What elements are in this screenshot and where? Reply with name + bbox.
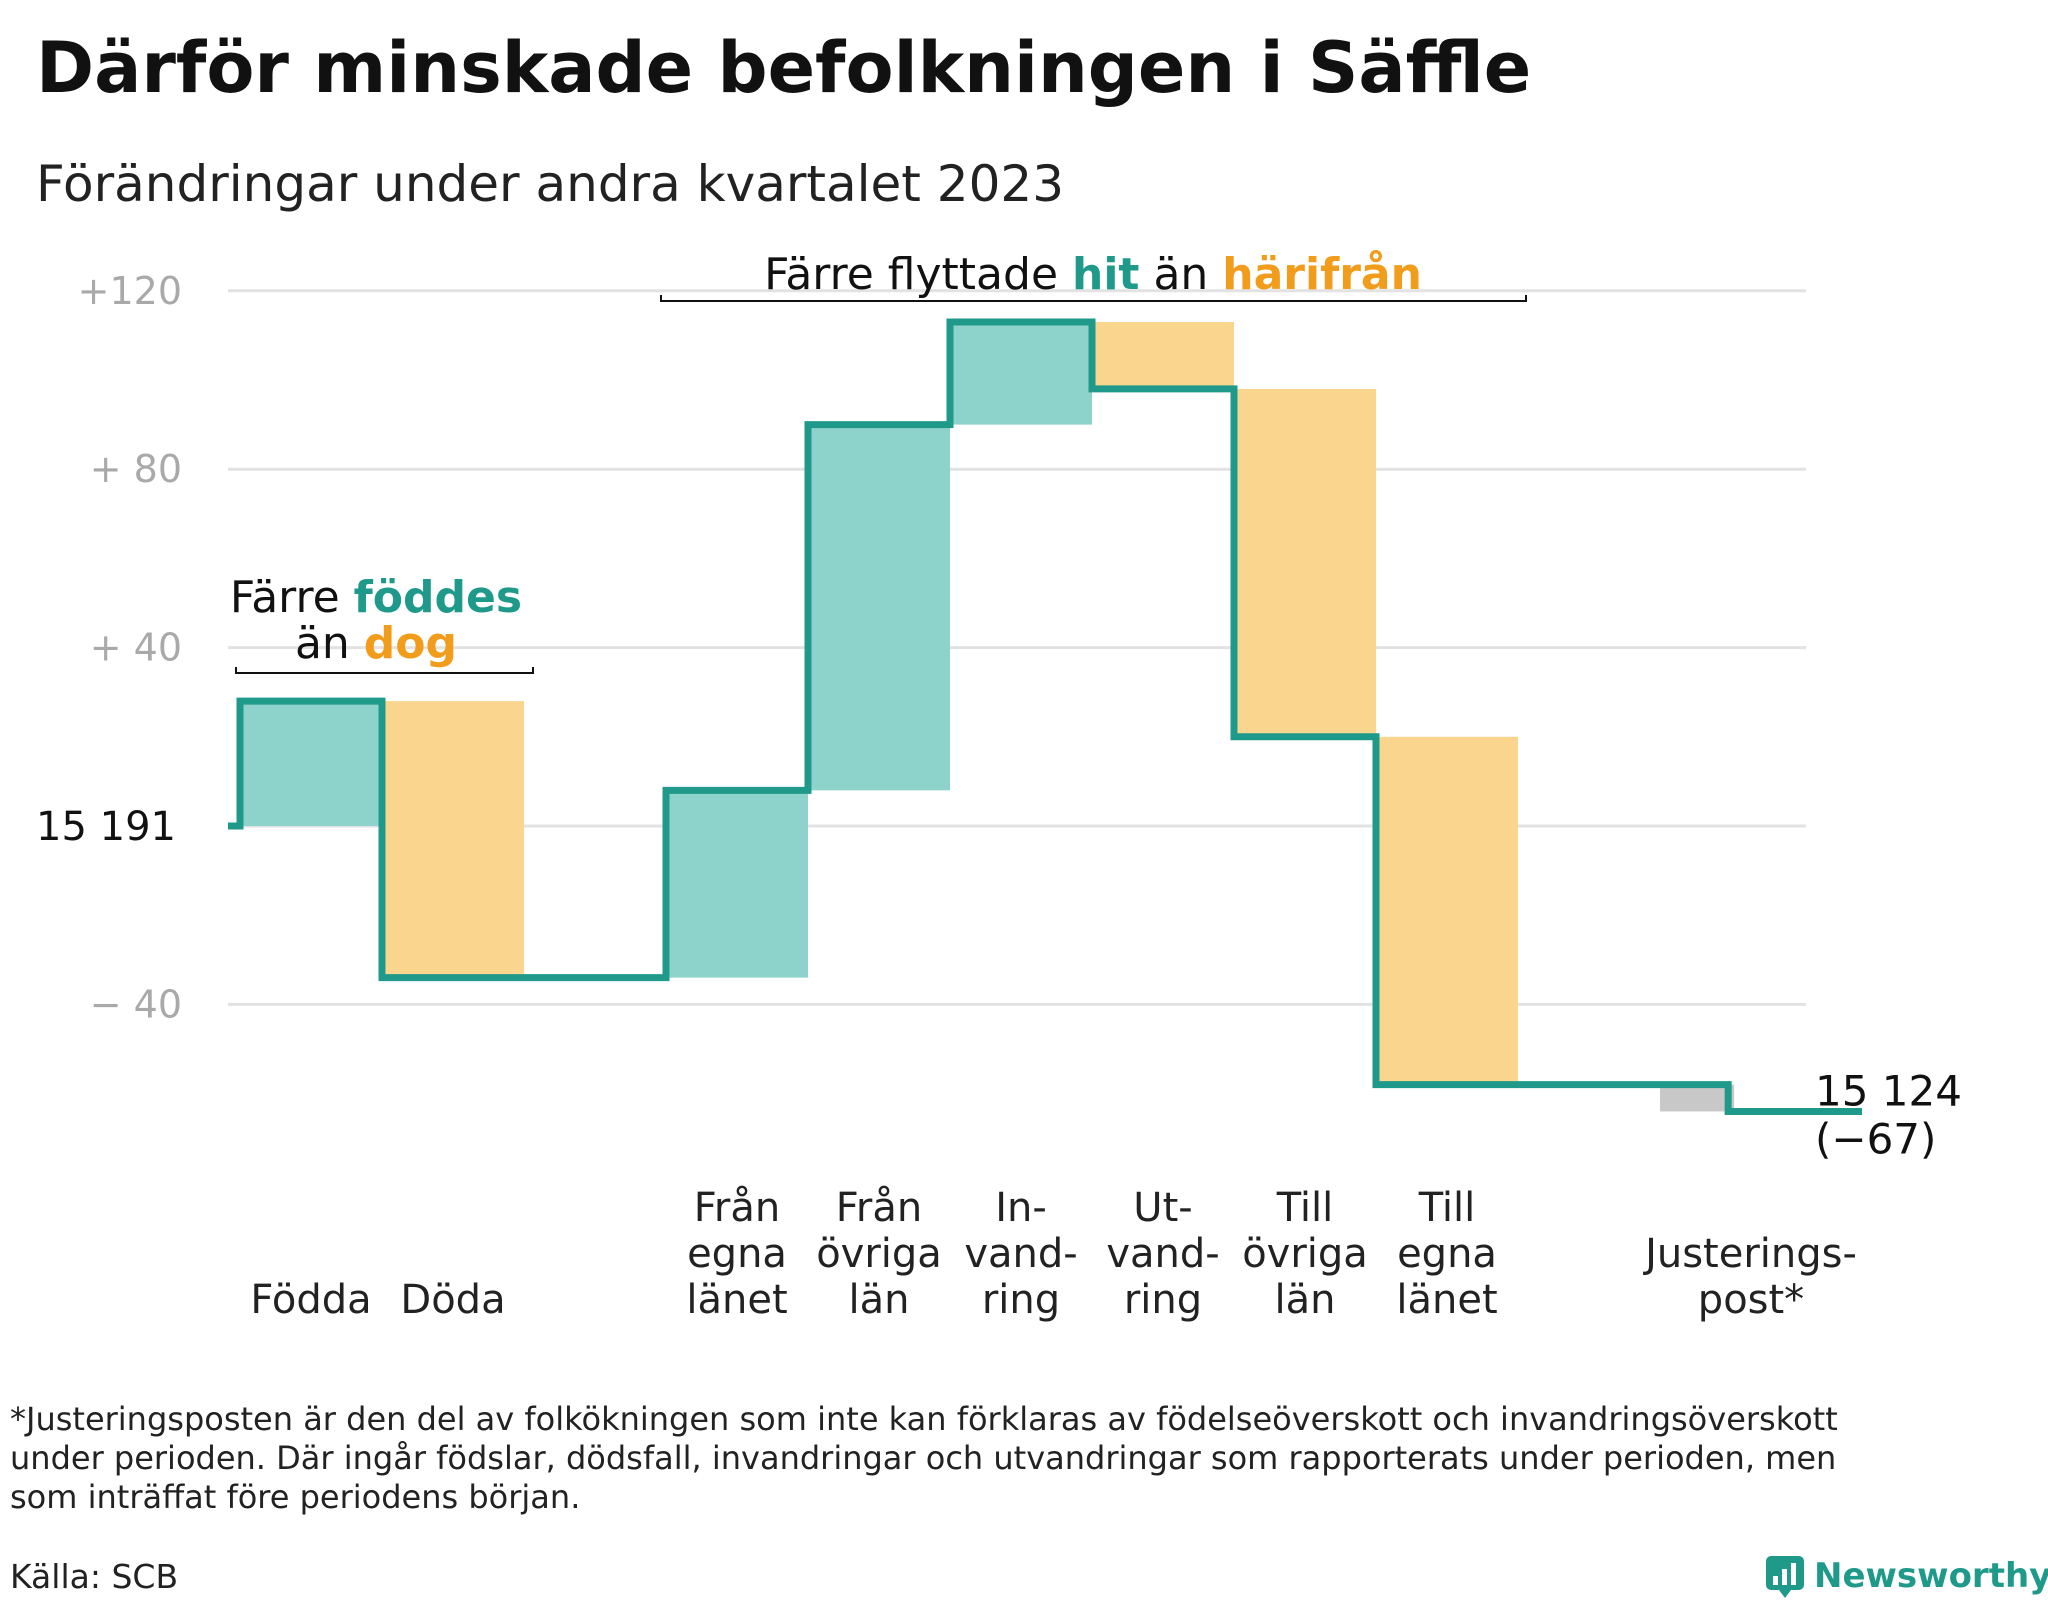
- bar-decrease: [1376, 736, 1518, 1085]
- bar-decrease: [1092, 322, 1234, 389]
- bar-decrease: [1234, 388, 1376, 737]
- y-tick-label: + 80: [90, 447, 182, 491]
- category-label: Ut-: [1133, 1185, 1192, 1231]
- annotation-migration-bracket: [660, 295, 1527, 302]
- category-label: egna: [1397, 1231, 1497, 1277]
- annotation-births-line1: Färre föddes: [230, 572, 522, 623]
- category-label: Från: [836, 1185, 922, 1231]
- category-label: län: [1275, 1277, 1336, 1323]
- y-tick-label: +120: [78, 269, 182, 313]
- brand-logo[interactable]: Newsworthy: [1766, 1556, 2048, 1598]
- annotation-away-word: härifrån: [1222, 249, 1422, 300]
- category-label: länet: [686, 1277, 787, 1323]
- y-tick-label: − 40: [90, 982, 182, 1026]
- chart-subtitle: Förändringar under andra kvartalet 2023: [36, 155, 1064, 213]
- chart-title: Därför minskade befolkningen i Säffle: [36, 27, 1531, 109]
- annotation-migration: Färre flyttade hit än härifrån: [660, 249, 1527, 302]
- category-label: vand-: [964, 1231, 1077, 1277]
- bar-increase: [950, 322, 1092, 425]
- category-label: Justerings-: [1642, 1231, 1857, 1277]
- newsworthy-logo-icon: [1766, 1556, 1804, 1598]
- y-axis-ticks: +120 + 80 + 40 − 40: [78, 269, 182, 1027]
- category-label: Till: [1418, 1185, 1476, 1231]
- category-label: Döda: [400, 1277, 505, 1323]
- category-label: Från: [694, 1185, 780, 1231]
- category-label: övriga: [816, 1231, 942, 1277]
- category-label: In-: [995, 1185, 1047, 1231]
- footnote-line-1: *Justeringsposten är den del av folkökni…: [10, 1400, 1838, 1438]
- category-label: vand-: [1106, 1231, 1219, 1277]
- category-label: länet: [1396, 1277, 1497, 1323]
- cumulative-step-line: [228, 318, 1862, 1115]
- brand-name: Newsworthy: [1814, 1556, 2048, 1596]
- bars: [240, 322, 1735, 1112]
- end-value-label: 15 124: [1815, 1066, 1962, 1115]
- net-change-label: (−67): [1815, 1114, 1936, 1163]
- category-label: post*: [1698, 1277, 1804, 1323]
- category-label: Födda: [250, 1277, 371, 1323]
- footnote-line-2: under perioden. Där ingår födslar, dödsf…: [10, 1439, 1836, 1477]
- annotation-births-bracket: [235, 667, 534, 674]
- category-label: Till: [1276, 1185, 1334, 1231]
- start-value-label: 15 191: [36, 804, 176, 850]
- category-label: län: [849, 1277, 910, 1323]
- annotation-births-line2: än dog: [295, 618, 457, 669]
- bar-increase: [240, 701, 382, 826]
- bar-decrease: [382, 701, 524, 978]
- category-label: ring: [982, 1277, 1060, 1323]
- category-label: övriga: [1242, 1231, 1368, 1277]
- annotation-born-word: föddes: [354, 572, 522, 623]
- bar-increase: [666, 790, 808, 978]
- step-line: [228, 318, 1862, 1115]
- source-label: Källa: SCB: [10, 1557, 178, 1596]
- bar-adjustment: [1660, 1084, 1735, 1112]
- footnote: *Justeringsposten är den del av folkökni…: [10, 1400, 1838, 1516]
- footnote-line-3: som inträffat före periodens början.: [10, 1478, 580, 1516]
- bar-increase: [808, 424, 950, 791]
- category-label: egna: [687, 1231, 787, 1277]
- category-label: ring: [1124, 1277, 1202, 1323]
- annotation-migration-line: Färre flyttade hit än härifrån: [764, 249, 1422, 300]
- y-tick-label: + 40: [90, 626, 182, 670]
- annotation-died-word: dog: [364, 618, 457, 669]
- annotation-here-word: hit: [1072, 249, 1139, 300]
- category-labels: Födda DödaFrånegnalänetFrånövrigalänIn-va…: [250, 1185, 1857, 1323]
- annotation-births: Färre föddes än dog: [230, 572, 534, 674]
